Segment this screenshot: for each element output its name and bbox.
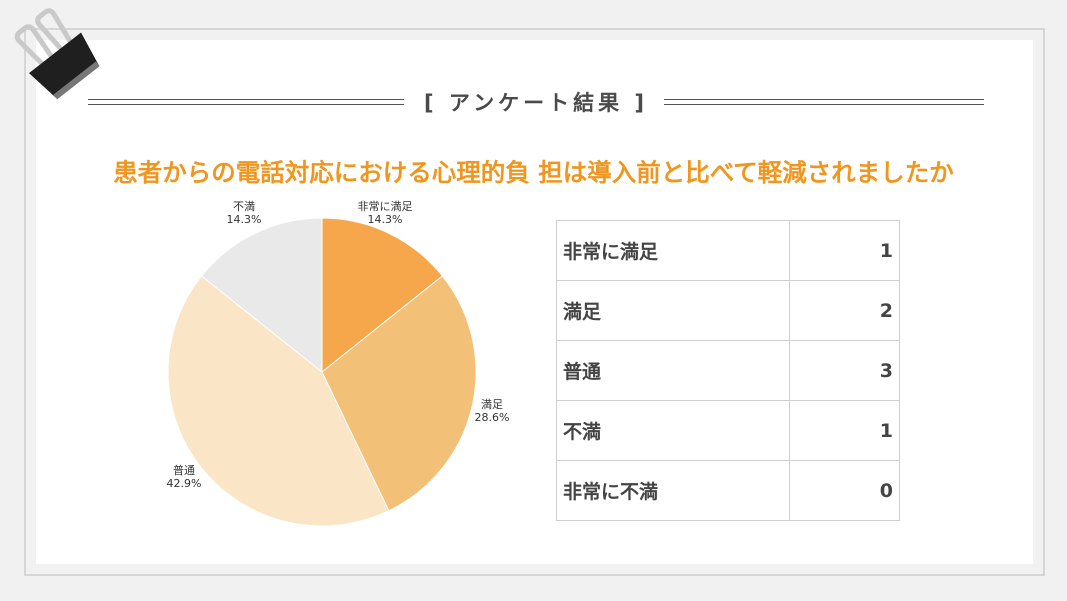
binder-clip-icon — [14, 8, 100, 100]
table-row: 不満 1 — [556, 400, 900, 461]
pie-slice-3 — [200, 217, 323, 374]
section-header: [ アンケート結果 ] — [88, 90, 984, 116]
row-label: 非常に満足 — [556, 220, 790, 281]
pie-label-percent-2: 42.9% — [167, 477, 202, 490]
table-row: 普通 3 — [556, 340, 900, 401]
row-count: 3 — [789, 340, 900, 401]
row-count: 2 — [789, 280, 900, 341]
table-row: 非常に不満 0 — [556, 460, 900, 521]
pie-slice-0 — [321, 217, 444, 374]
pie-slice-1 — [321, 275, 477, 512]
row-label: 非常に不満 — [556, 460, 790, 521]
row-count: 1 — [789, 400, 900, 461]
pie-label-name-3: 不満 — [233, 200, 255, 213]
row-count: 1 — [789, 220, 900, 281]
survey-question: 患者からの電話対応における心理的負 担は導入前と比べて軽減されましたか — [113, 158, 954, 187]
table-row: 満足 2 — [556, 280, 900, 341]
pie-label-percent-0: 14.3% — [368, 213, 403, 226]
table-row: 非常に満足 1 — [556, 220, 900, 281]
pie-slice-2 — [167, 275, 390, 527]
row-label: 満足 — [556, 280, 790, 341]
row-label: 不満 — [556, 400, 790, 461]
row-label: 普通 — [556, 340, 790, 401]
row-count: 0 — [789, 460, 900, 521]
pie-label-percent-1: 28.6% — [475, 411, 510, 424]
header-rule-right — [664, 99, 984, 105]
header-rule-left — [88, 99, 404, 105]
pie-label-percent-3: 14.3% — [227, 213, 262, 226]
pie-label-name-2: 普通 — [173, 463, 195, 477]
pie-label-name-1: 満足 — [481, 398, 503, 411]
pie-label-name-0: 非常に満足 — [358, 200, 413, 213]
section-title: [ アンケート結果 ] — [424, 91, 648, 115]
results-table: 非常に満足 1 満足 2 普通 3 不満 1 非常に不満 0 — [556, 220, 900, 521]
